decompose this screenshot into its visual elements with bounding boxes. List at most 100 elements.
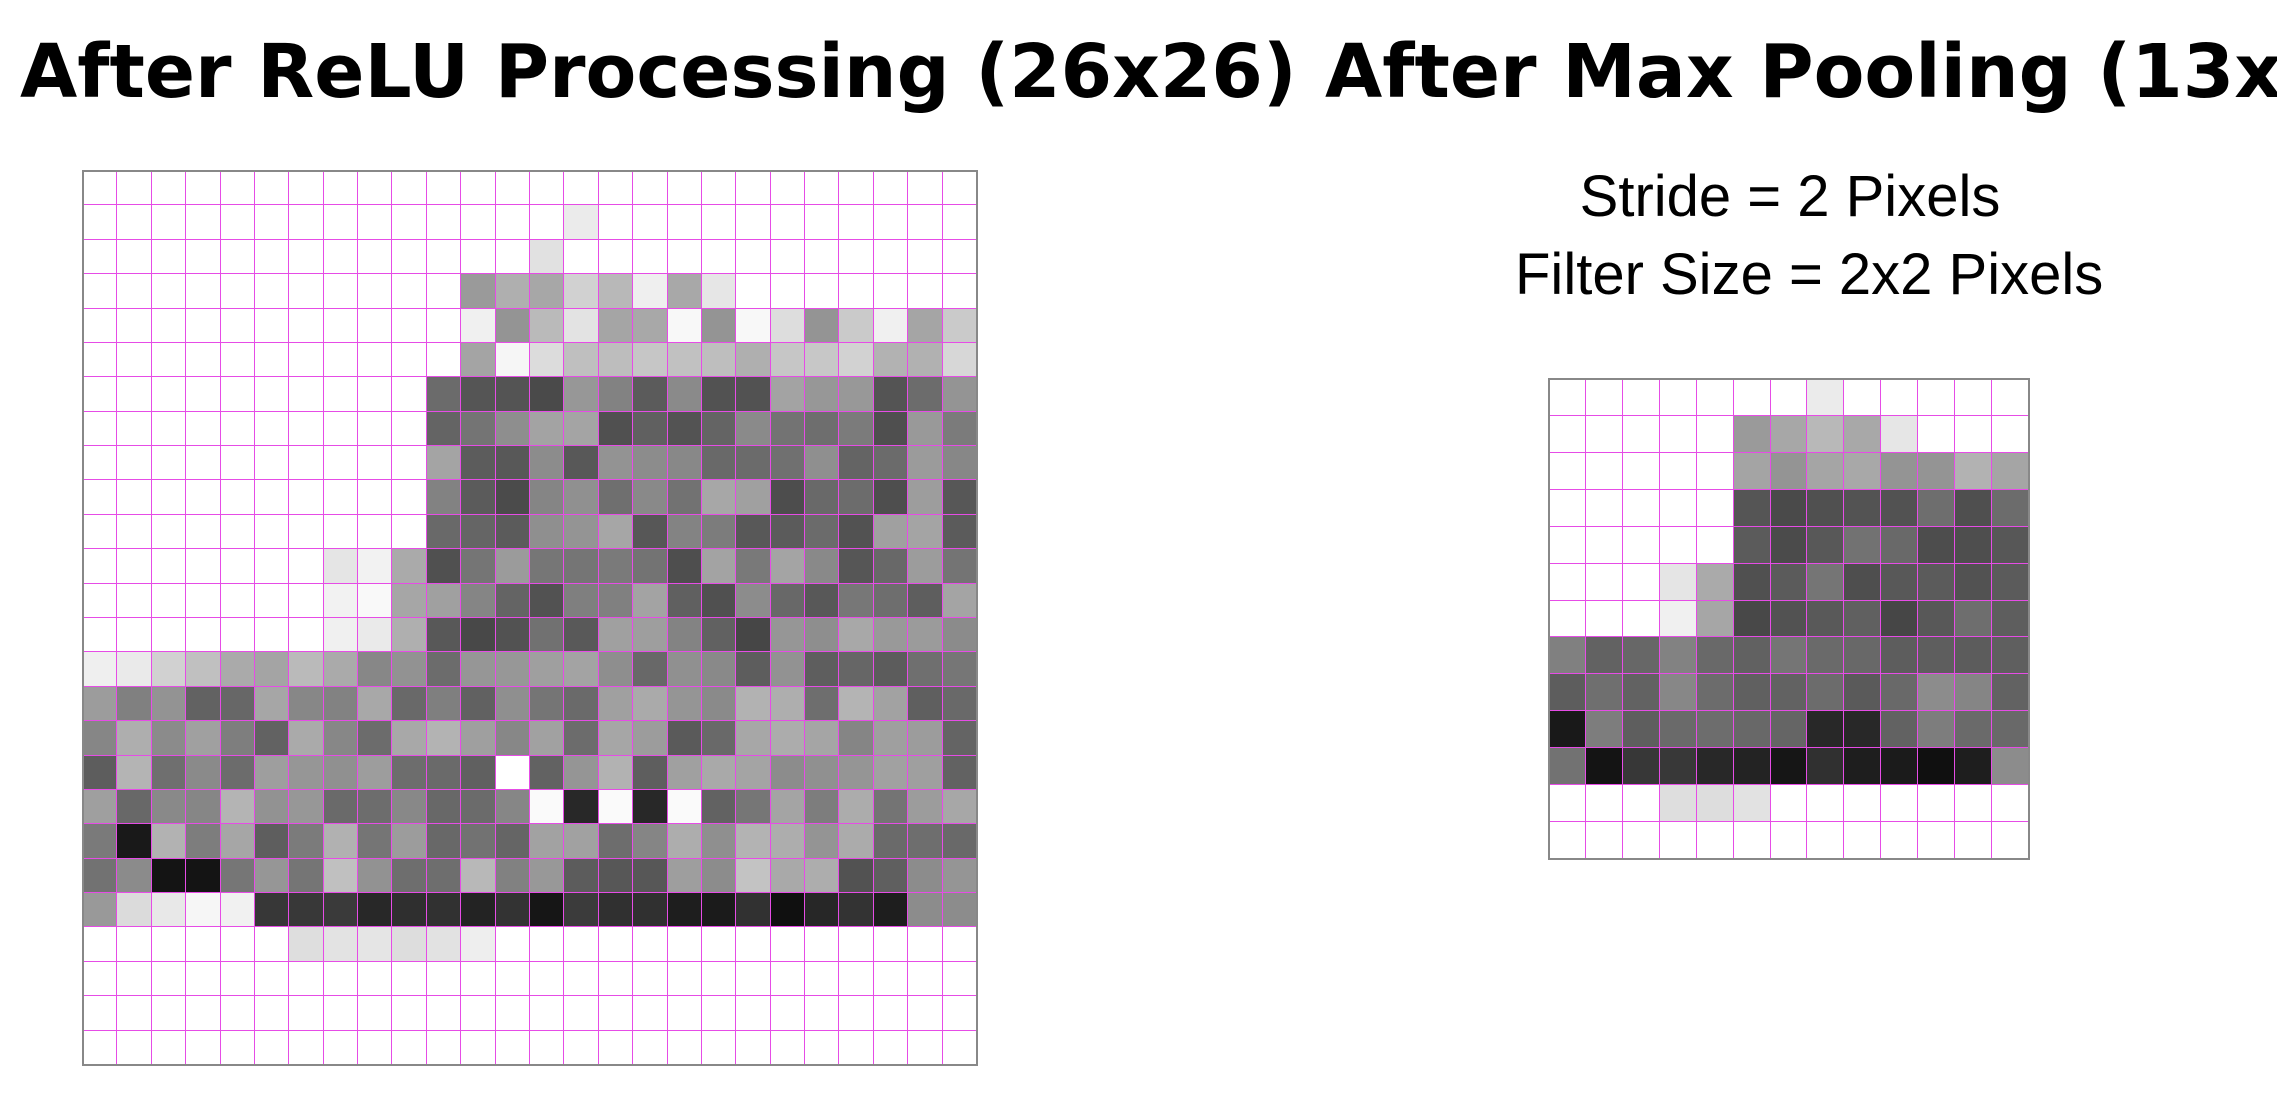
relu-pixel-cell bbox=[151, 205, 187, 240]
relu-pixel-cell bbox=[151, 239, 187, 275]
relu-pixel-cell bbox=[495, 686, 530, 722]
relu-pixel-cell bbox=[530, 858, 565, 894]
relu-pixel-cell bbox=[598, 618, 634, 653]
relu-pixel-cell bbox=[667, 239, 702, 275]
relu-pixel-cell bbox=[392, 824, 427, 859]
maxpool-panel-title: After Max Pooling (13x13) bbox=[1325, 29, 2277, 115]
relu-pixel-cell bbox=[151, 274, 187, 309]
relu-pixel-cell bbox=[805, 342, 840, 378]
relu-pixel-cell bbox=[564, 446, 599, 481]
relu-pixel-cell bbox=[254, 789, 290, 825]
pooled-pixel-cell bbox=[1881, 785, 1919, 823]
relu-pixel-cell bbox=[873, 274, 909, 309]
relu-pixel-cell bbox=[426, 480, 462, 515]
relu-pixel-cell bbox=[736, 411, 771, 447]
relu-pixel-cell bbox=[701, 755, 737, 790]
relu-pixel-cell bbox=[220, 961, 255, 997]
relu-pixel-cell bbox=[323, 205, 359, 240]
relu-pixel-cell bbox=[323, 996, 359, 1031]
relu-pixel-cell bbox=[495, 308, 530, 343]
relu-pixel-cell bbox=[633, 274, 668, 309]
relu-pixel-cell bbox=[254, 446, 290, 481]
relu-pixel-cell bbox=[254, 996, 290, 1031]
relu-pixel-cell bbox=[323, 789, 359, 825]
relu-pixel-cell bbox=[323, 342, 359, 378]
relu-pixel-cell bbox=[358, 205, 393, 240]
relu-pixel-cell bbox=[254, 205, 290, 240]
relu-pixel-cell bbox=[426, 755, 462, 790]
relu-pixel-cell bbox=[289, 824, 324, 859]
relu-pixel-cell bbox=[151, 824, 187, 859]
pooled-pixel-cell bbox=[1733, 415, 1771, 453]
relu-pixel-cell bbox=[908, 274, 943, 309]
pooled-pixel-cell bbox=[1659, 748, 1697, 786]
pooled-pixel-cell bbox=[1733, 600, 1771, 638]
pooled-pixel-cell bbox=[1955, 600, 1993, 638]
relu-pixel-cell bbox=[530, 171, 565, 206]
pooled-pixel-cell bbox=[1955, 637, 1993, 675]
relu-pixel-cell bbox=[461, 893, 496, 928]
pooled-pixel-cell bbox=[1585, 600, 1623, 638]
relu-pixel-cell bbox=[323, 927, 359, 962]
pooled-pixel-cell bbox=[1955, 489, 1993, 527]
relu-pixel-cell bbox=[323, 618, 359, 653]
relu-pixel-cell bbox=[564, 961, 599, 997]
relu-pixel-cell bbox=[220, 377, 255, 412]
relu-pixel-cell bbox=[461, 652, 496, 687]
relu-pixel-cell bbox=[633, 721, 668, 756]
relu-pixel-cell bbox=[908, 721, 943, 756]
relu-pixel-cell bbox=[805, 858, 840, 894]
pooled-pixel-cell bbox=[1585, 415, 1623, 453]
relu-pixel-cell bbox=[358, 893, 393, 928]
pooled-pixel-cell bbox=[1955, 822, 1993, 859]
relu-pixel-cell bbox=[701, 996, 737, 1031]
relu-pixel-cell bbox=[908, 893, 943, 928]
relu-pixel-cell bbox=[805, 618, 840, 653]
relu-pixel-cell bbox=[839, 652, 874, 687]
pooled-pixel-cell bbox=[1696, 748, 1734, 786]
relu-pixel-cell bbox=[117, 961, 152, 997]
relu-pixel-cell bbox=[117, 789, 152, 825]
relu-pixel-cell bbox=[151, 996, 187, 1031]
relu-pixel-cell bbox=[461, 377, 496, 412]
relu-pixel-cell bbox=[770, 1030, 806, 1065]
pooled-pixel-cell bbox=[1696, 563, 1734, 601]
relu-pixel-cell bbox=[667, 686, 702, 722]
relu-pixel-cell bbox=[83, 858, 118, 894]
relu-pixel-cell bbox=[908, 480, 943, 515]
relu-pixel-cell bbox=[908, 755, 943, 790]
relu-pixel-cell bbox=[805, 996, 840, 1031]
relu-pixel-cell bbox=[289, 583, 324, 618]
relu-pixel-cell bbox=[83, 755, 118, 790]
pooled-pixel-cell bbox=[1622, 637, 1660, 675]
relu-pixel-cell bbox=[667, 893, 702, 928]
relu-pixel-cell bbox=[461, 583, 496, 618]
pooled-pixel-cell bbox=[1770, 822, 1808, 859]
relu-pixel-cell bbox=[289, 239, 324, 275]
pooled-pixel-cell bbox=[1622, 748, 1660, 786]
relu-pixel-cell bbox=[839, 239, 874, 275]
relu-pixel-cell bbox=[736, 308, 771, 343]
relu-pixel-cell bbox=[83, 411, 118, 447]
relu-pixel-cell bbox=[358, 411, 393, 447]
relu-pixel-cell bbox=[186, 549, 221, 584]
relu-pixel-cell bbox=[83, 996, 118, 1031]
relu-pixel-cell bbox=[186, 893, 221, 928]
relu-pixel-cell bbox=[530, 446, 565, 481]
filter-size-label: Filter Size = 2x2 Pixels bbox=[1515, 242, 2104, 307]
relu-pixel-cell bbox=[186, 858, 221, 894]
relu-pixel-cell bbox=[908, 377, 943, 412]
relu-pixel-cell bbox=[83, 1030, 118, 1065]
pooled-pixel-cell bbox=[1770, 452, 1808, 490]
relu-pixel-cell bbox=[186, 583, 221, 618]
relu-pixel-cell bbox=[942, 377, 977, 412]
relu-pixel-cell bbox=[667, 858, 702, 894]
relu-pixel-cell bbox=[186, 721, 221, 756]
relu-pixel-cell bbox=[117, 411, 152, 447]
pooled-pixel-cell bbox=[1844, 379, 1882, 416]
pooled-pixel-cell bbox=[1733, 822, 1771, 859]
relu-pixel-cell bbox=[942, 858, 977, 894]
relu-pixel-cell bbox=[839, 927, 874, 962]
relu-pixel-cell bbox=[220, 480, 255, 515]
pooled-pixel-cell bbox=[1807, 822, 1845, 859]
